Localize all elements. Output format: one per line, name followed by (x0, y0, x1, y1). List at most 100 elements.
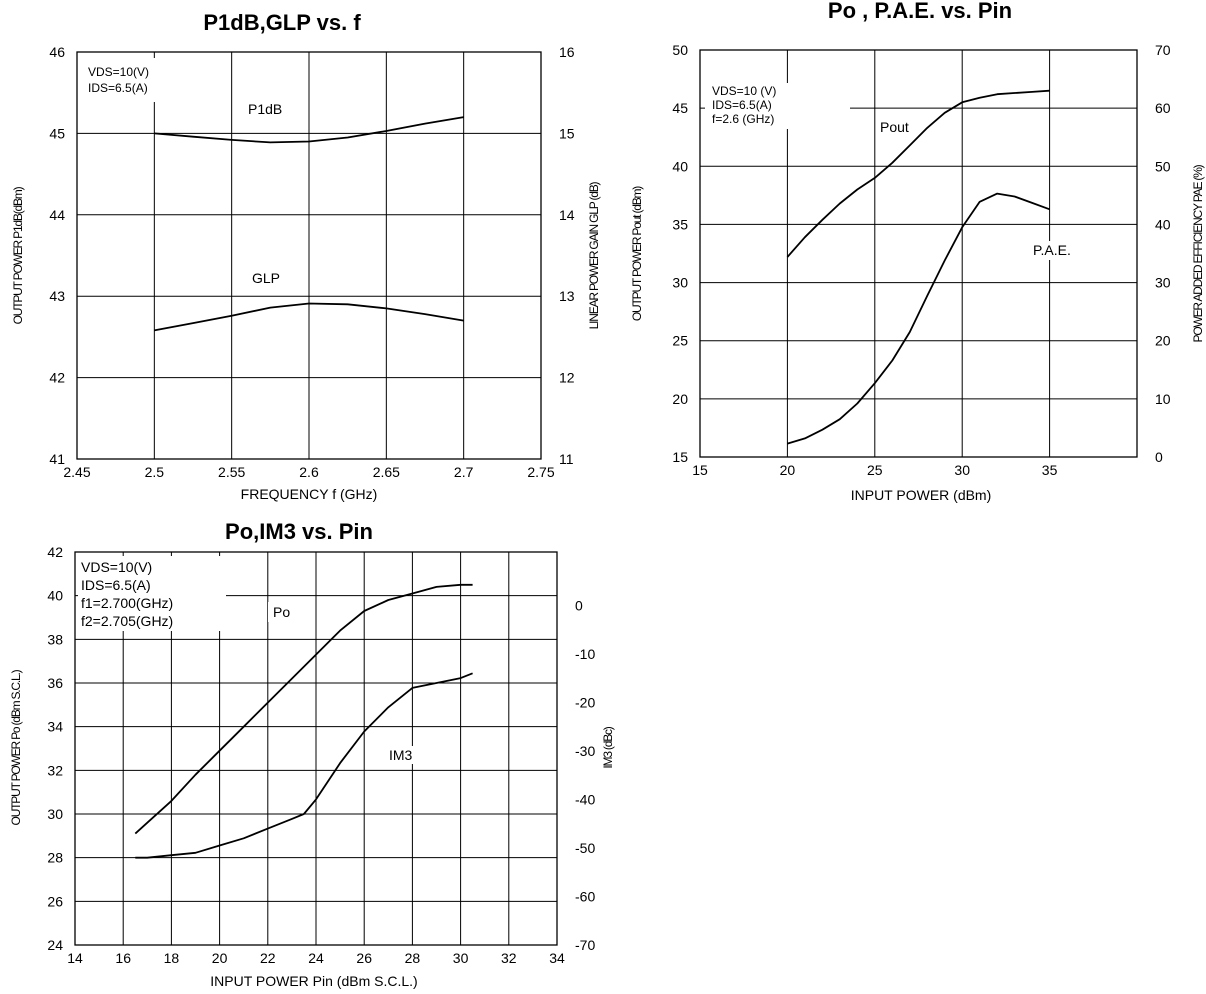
chart3-y-left-tick-label: 40 (47, 588, 63, 604)
chart3-y-left-tick-label: 32 (47, 762, 63, 778)
chart2-x-ticks: 15 20 25 30 35 (692, 462, 1057, 478)
chart1-x-tick-label: 2.5 (145, 464, 165, 480)
chart1-series-label-glp: GLP (252, 270, 280, 286)
chart2-condition-f: f=2.6 (GHz) (712, 112, 774, 126)
chart2-series-label-pae: P.A.E. (1033, 242, 1071, 258)
chart3-y-left-tick-label: 34 (47, 719, 63, 735)
chart2-y-left-ticks: 15 20 25 30 35 40 45 50 (672, 42, 688, 465)
chart1-x-ticks: 2.45 2.5 2.55 2.6 2.65 2.7 2.75 (63, 464, 554, 480)
chart1-x-axis-label: FREQUENCY f (GHz) (241, 486, 378, 502)
chart3-y-left-tick-label: 38 (47, 631, 63, 647)
chart3-title: Po,IM3 vs. Pin (225, 519, 373, 544)
chart1-x-tick-label: 2.55 (218, 464, 245, 480)
chart2-pae-label-backdrop (1028, 241, 1092, 260)
chart2-series-label-pout: Pout (880, 119, 909, 135)
chart3-y-axis-right-label: IM3 (dBc) (601, 726, 615, 768)
chart1-y-right-tick-label: 12 (559, 370, 575, 386)
chart3-curves (134, 583, 473, 859)
chart2-y-right-tick-label: 50 (1155, 158, 1171, 174)
chart2-x-axis-label: INPUT POWER (dBm) (851, 487, 992, 503)
chart2-y-right-tick-label: 60 (1155, 100, 1171, 116)
chart2-y-left-tick-label: 50 (672, 42, 688, 58)
chart3-condition-f2: f2=2.705(GHz) (81, 613, 173, 629)
chart3-x-tick-label: 18 (164, 950, 180, 966)
chart2-y-right-tick-label: 40 (1155, 216, 1171, 232)
chart3-y-right-tick-label: -20 (575, 694, 595, 710)
chart1-condition-vds: VDS=10(V) (88, 65, 149, 79)
chart1-x-tick-label: 2.6 (299, 464, 319, 480)
chart1-title: P1dB,GLP vs. f (203, 10, 361, 35)
chart2-y-right-tick-label: 30 (1155, 275, 1171, 291)
chart3-condition-vds: VDS=10(V) (81, 559, 152, 575)
chart3-curve-im3 (135, 672, 473, 859)
chart3-y-right-tick-label: -50 (575, 840, 595, 856)
chart1-y-left-tick-label: 44 (49, 207, 65, 223)
chart2-y-left-tick-label: 15 (672, 449, 688, 465)
chart2-y-axis-left-label: OUTPUT POWER Pout (dBm) (630, 186, 644, 321)
chart2-curve-p-a-e (787, 192, 1050, 445)
chart2-y-right-ticks: 0 10 20 30 40 50 60 70 (1155, 42, 1171, 465)
chart2-condition-vds: VDS=10 (V) (712, 84, 776, 98)
chart1-y-left-tick-label: 46 (49, 44, 65, 60)
chart3-series-label-po: Po (273, 604, 290, 620)
chart2-title: Po , P.A.E. vs. Pin (828, 0, 1012, 23)
chart1-x-tick-label: 2.7 (454, 464, 474, 480)
chart3-im3-label-backdrop (386, 746, 426, 764)
chart1-curve-p1db (154, 116, 464, 144)
chart2-y-left-tick-label: 40 (672, 158, 688, 174)
chart3-x-tick-label: 30 (453, 950, 469, 966)
chart3-y-right-tick-label: 0 (575, 597, 583, 613)
chart3-y-left-tick-label: 36 (47, 675, 63, 691)
chart1-series-label-p1db: P1dB (248, 101, 282, 117)
chart2-x-tick-label: 15 (692, 462, 708, 478)
chart3-curve-po (134, 583, 473, 835)
chart1-conditions-backdrop (82, 58, 166, 102)
chart3-condition-ids: IDS=6.5(A) (81, 577, 151, 593)
chart2-x-tick-label: 35 (1042, 462, 1058, 478)
chart1-y-right-tick-label: 13 (559, 288, 575, 304)
chart3-po-label-backdrop (268, 602, 300, 622)
chart3-y-left-tick-label: 28 (47, 850, 63, 866)
chart1-y-right-tick-label: 11 (559, 451, 574, 467)
chart3-y-right-tick-label: -60 (575, 888, 595, 904)
chart2-y-left-tick-label: 20 (672, 391, 688, 407)
chart3-x-axis-label: INPUT POWER Pin (dBm S.C.L.) (210, 973, 417, 989)
chart3-y-axis-left-label: OUTPUT POWER Po (dBm S.C.L.) (9, 669, 23, 825)
chart1-curve-glp (154, 302, 464, 332)
chart2-y-right-tick-label: 20 (1155, 333, 1171, 349)
chart3-y-left-tick-label: 30 (47, 806, 63, 822)
chart1-y-right-ticks: 11 12 13 14 15 16 (559, 44, 575, 467)
chart3-x-tick-label: 22 (260, 950, 276, 966)
chart3-x-tick-label: 26 (356, 950, 372, 966)
chart2-curve-pout (786, 89, 1050, 258)
chart1-curves (154, 116, 464, 332)
chart1-y-left-tick-label: 42 (49, 370, 65, 386)
chart3-y-right-tick-label: -70 (575, 937, 595, 953)
chart-po-pae-vs-pin: Po , P.A.E. vs. Pin VDS=10 (V) IDS=6.5(A… (630, 0, 1205, 503)
chart2-frame (699, 49, 1138, 458)
chart1-y-left-tick-label: 41 (49, 451, 65, 467)
chart1-y-left-ticks: 41 42 43 44 45 46 (49, 44, 65, 467)
chart3-y-left-tick-label: 24 (47, 937, 63, 953)
chart3-x-tick-label: 28 (405, 950, 421, 966)
chart1-x-tick-label: 2.75 (527, 464, 554, 480)
chart1-y-left-tick-label: 43 (49, 288, 65, 304)
chart2-x-tick-label: 25 (867, 462, 883, 478)
chart1-frame (76, 51, 542, 460)
chart3-y-right-tick-label: -10 (575, 646, 595, 662)
chart3-x-ticks: 14 16 18 20 22 24 26 28 30 32 34 (67, 950, 565, 966)
chart1-glp-label-backdrop (244, 266, 296, 288)
chart1-p1db-label-backdrop (240, 97, 302, 119)
chart2-y-left-tick-label: 45 (672, 100, 688, 116)
chart3-x-tick-label: 14 (67, 950, 83, 966)
chart2-y-right-tick-label: 0 (1155, 449, 1163, 465)
chart3-x-tick-label: 20 (212, 950, 228, 966)
chart-po-im3-vs-pin: Po,IM3 vs. Pin VDS=10(V) IDS=6.5(A) f1=2… (9, 519, 615, 989)
chart3-frame (74, 551, 558, 946)
chart2-grid (700, 50, 1137, 457)
chart2-curves (786, 89, 1050, 445)
chart3-y-left-tick-label: 26 (47, 893, 63, 909)
chart1-grid (77, 52, 541, 459)
chart3-y-left-tick-label: 42 (47, 544, 63, 560)
chart3-conditions-backdrop (78, 556, 226, 631)
